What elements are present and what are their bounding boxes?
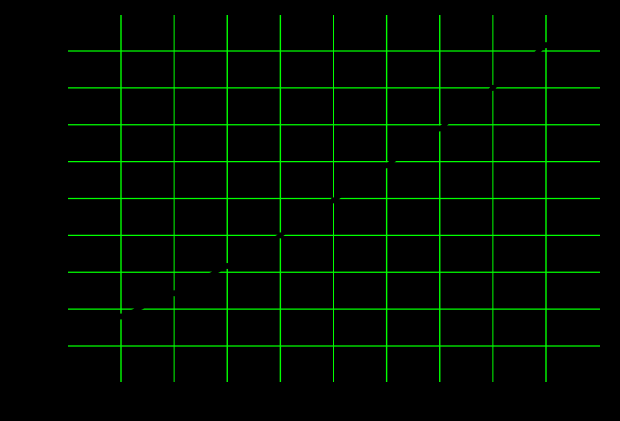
data-point [330,197,337,204]
data-point [543,42,549,49]
series-group [118,42,549,320]
data-point [489,84,496,91]
data-point [224,262,231,269]
data-point [118,313,124,320]
data-point [171,290,178,297]
data-point [383,162,390,169]
data-point [277,232,284,239]
data-point [436,125,443,132]
